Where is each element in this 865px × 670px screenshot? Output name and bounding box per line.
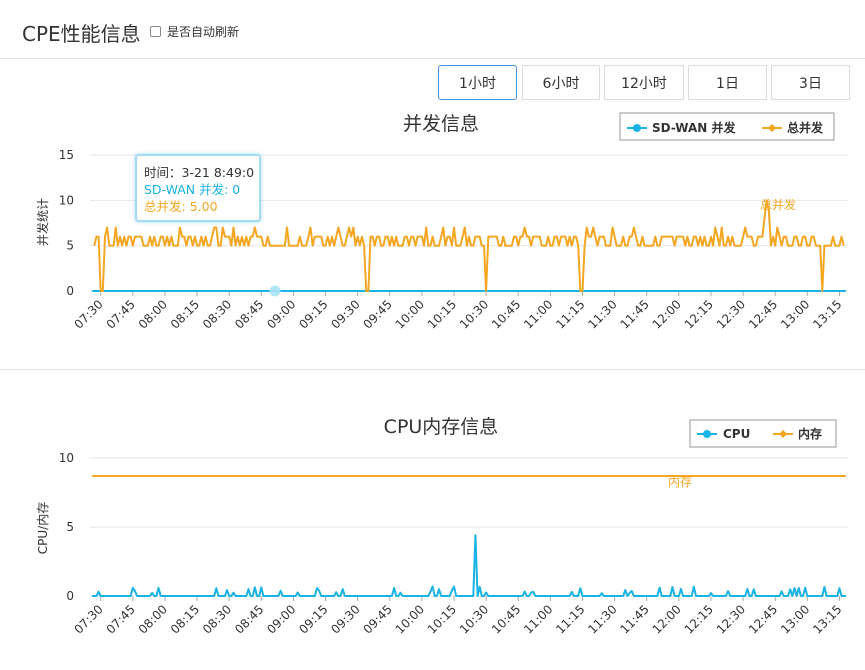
x-tick-label: 08:30 — [200, 297, 234, 331]
y-tick-label: 10 — [59, 451, 74, 465]
x-tick-label: 12:30 — [714, 297, 748, 331]
x-tick-label: 10:15 — [425, 602, 459, 636]
y-tick-label: 0 — [66, 284, 74, 298]
x-tick-label: 07:30 — [71, 297, 105, 331]
chart-tooltip: 时间：3-21 8:49:0 SD-WAN 并发: 0 总并发: 5.00 — [135, 154, 261, 222]
y-axis-label: 并发统计 — [35, 198, 50, 246]
x-tick-label: 07:45 — [104, 602, 138, 636]
legend-memory-label[interactable]: 内存 — [798, 426, 822, 441]
auto-refresh-toggle[interactable]: 是否自动刷新 — [150, 23, 239, 40]
x-tick-label: 08:00 — [136, 297, 170, 331]
grid — [90, 457, 848, 597]
x-tick-label: 11:30 — [585, 297, 619, 331]
concurrency-chart: 并发信息 SD-WAN 并发 总并发 并发统计 0 5 10 15 07:3007:4… — [35, 112, 848, 332]
section-divider — [0, 369, 865, 370]
legend-box — [619, 112, 835, 141]
x-tick-label: 08:45 — [232, 297, 266, 331]
x-tick-label: 13:00 — [778, 297, 812, 331]
x-tick-label: 12:00 — [650, 602, 684, 636]
y-ticks: 0 5 10 15 — [59, 148, 74, 298]
x-tick-label: 11:15 — [553, 602, 587, 636]
legend-sdwan-marker — [633, 124, 641, 132]
y-tick-label: 10 — [59, 193, 74, 207]
legend-sdwan-label[interactable]: SD-WAN 并发 — [652, 120, 736, 135]
y-tick-label: 0 — [66, 589, 74, 603]
auto-refresh-label: 是否自动刷新 — [167, 25, 240, 39]
x-tick-label: 09:00 — [264, 602, 298, 636]
x-tick-label: 13:00 — [778, 602, 812, 636]
tooltip-sdwan: SD-WAN 并发: 0 — [144, 182, 241, 197]
tooltip-total: 总并发: 5.00 — [144, 199, 218, 214]
x-tick-label: 10:15 — [425, 297, 459, 331]
legend-cpu-label[interactable]: CPU — [723, 427, 750, 441]
x-tick-label: 10:00 — [393, 602, 427, 636]
tooltip-time: 时间：3-21 8:49:0 — [144, 165, 255, 180]
x-tick-label: 13:15 — [810, 602, 844, 636]
x-tick-label: 09:30 — [328, 602, 362, 636]
series-line-total — [93, 199, 845, 292]
x-ticks: 07:3007:4508:0008:1508:3008:4509:0009:15… — [71, 596, 845, 637]
legend-total-marker — [768, 124, 776, 132]
memory-series-label: 内存 — [668, 475, 692, 489]
x-tick-label: 08:45 — [232, 602, 266, 636]
x-tick-label: 11:00 — [521, 602, 555, 636]
x-tick-label: 11:45 — [617, 602, 651, 636]
chart-legend: CPU 内存 — [689, 419, 837, 448]
x-tick-label: 12:45 — [746, 297, 780, 331]
x-tick-label: 11:00 — [521, 297, 555, 331]
range-button-3d[interactable]: 3日 — [771, 65, 850, 100]
x-tick-label: 07:45 — [104, 297, 138, 331]
x-tick-label: 10:45 — [489, 602, 523, 636]
x-tick-label: 09:45 — [361, 297, 395, 331]
x-tick-label: 08:15 — [168, 602, 202, 636]
y-tick-label: 5 — [66, 239, 74, 253]
x-tick-label: 08:00 — [136, 602, 170, 636]
range-button-1d[interactable]: 1日 — [688, 65, 767, 100]
hover-point[interactable] — [269, 285, 281, 297]
range-button-1h[interactable]: 1小时 — [438, 65, 517, 100]
x-tick-label: 10:00 — [393, 297, 427, 331]
chart-title: 并发信息 — [403, 113, 479, 135]
legend-memory-marker — [779, 430, 787, 438]
series-layer — [92, 474, 846, 597]
y-tick-label: 5 — [66, 520, 74, 534]
page-title: CPE性能信息 — [22, 22, 141, 46]
x-tick-label: 12:45 — [746, 602, 780, 636]
series-line-cpu — [92, 534, 846, 597]
x-tick-label: 11:30 — [585, 602, 619, 636]
y-tick-label: 15 — [59, 148, 74, 162]
x-tick-label: 12:15 — [682, 602, 716, 636]
range-button-12h[interactable]: 12小时 — [604, 65, 684, 100]
x-tick-label: 12:00 — [650, 297, 684, 331]
legend-total-label[interactable]: 总并发 — [787, 120, 824, 135]
x-tick-label: 08:15 — [168, 297, 202, 331]
x-tick-label: 09:45 — [361, 602, 395, 636]
x-tick-label: 07:30 — [71, 602, 105, 636]
series-layer — [92, 199, 846, 292]
x-tick-label: 13:15 — [810, 297, 844, 331]
y-ticks: 0 5 10 — [59, 451, 74, 603]
legend-cpu-marker — [703, 430, 711, 438]
x-tick-label: 10:45 — [489, 297, 523, 331]
chart-legend: SD-WAN 并发 总并发 — [619, 112, 835, 141]
auto-refresh-checkbox[interactable] — [150, 26, 161, 37]
page-header: CPE性能信息 是否自动刷新 — [0, 0, 865, 59]
x-tick-label: 12:30 — [714, 602, 748, 636]
x-tick-label: 10:30 — [457, 297, 491, 331]
total-series-label: 总并发 — [760, 197, 796, 212]
chart-title: CPU内存信息 — [384, 416, 499, 438]
x-tick-label: 09:15 — [296, 297, 330, 331]
y-axis-label: CPU/内存 — [36, 502, 50, 554]
x-tick-label: 08:30 — [200, 602, 234, 636]
range-button-6h[interactable]: 6小时 — [522, 65, 600, 100]
x-tick-label: 09:15 — [296, 602, 330, 636]
x-tick-label: 09:30 — [328, 297, 362, 331]
x-tick-label: 11:15 — [553, 297, 587, 331]
x-tick-label: 12:15 — [682, 297, 716, 331]
x-tick-label: 10:30 — [457, 602, 491, 636]
x-tick-label: 11:45 — [617, 297, 651, 331]
x-tick-label: 09:00 — [264, 297, 298, 331]
x-ticks: 07:3007:4508:0008:1508:3008:4509:0009:15… — [71, 291, 845, 332]
